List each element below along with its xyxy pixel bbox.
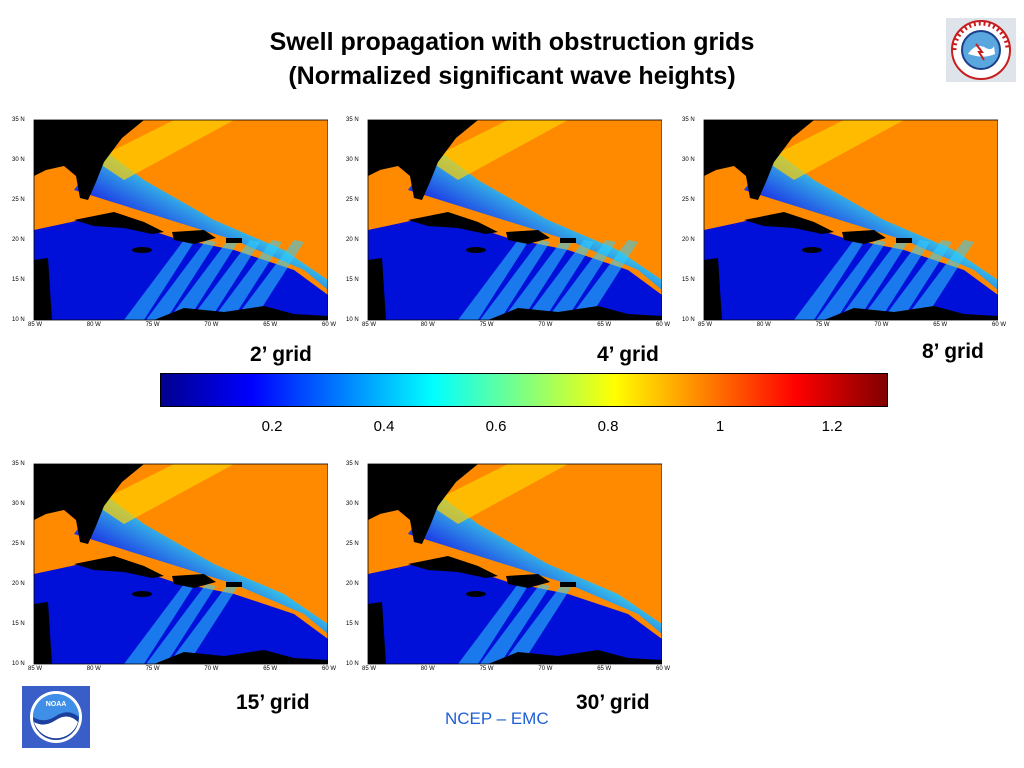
y-tick-label: 35 N: [12, 461, 25, 467]
map-panel-30min: 35 N 30 N 25 N 20 N 15 N 10 N 85 W 80 W 75 W 70 W…: [344, 460, 670, 674]
colorbar-label-0-6: 0.6: [485, 418, 507, 435]
y-tick-label: 25 N: [682, 197, 695, 203]
caption-4min-grid: 4’ grid: [597, 343, 659, 366]
nws-logo: [946, 18, 1016, 82]
x-tick-label: 60 W: [322, 666, 337, 672]
y-tick-label: 20 N: [346, 581, 359, 587]
x-tick-label: 85 W: [362, 322, 377, 328]
page-title-line-1: Swell propagation with obstruction grids: [269, 28, 755, 56]
y-tick-label: 15 N: [346, 277, 359, 283]
x-tick-label: 85 W: [698, 322, 713, 328]
caption-15min-grid: 15’ grid: [236, 691, 310, 714]
x-tick-label: 75 W: [145, 322, 160, 328]
y-tick-label: 20 N: [682, 237, 695, 243]
y-tick-label: 35 N: [12, 117, 25, 123]
caption-30min-grid: 30’ grid: [576, 691, 650, 714]
x-tick-label: 60 W: [656, 322, 671, 328]
noaa-logo: NOAA: [22, 686, 90, 748]
y-tick-label: 15 N: [682, 277, 695, 283]
x-tick-label: 65 W: [933, 322, 948, 328]
caption-8min-grid: 8’ grid: [922, 340, 984, 363]
noaa-logo-text: NOAA: [46, 701, 67, 708]
map-panel-8min: 35 N 30 N 25 N 20 N 15 N 10 N 85 W 80 W 75 W 70 W…: [680, 116, 1006, 330]
y-tick-label: 15 N: [12, 621, 25, 627]
footer-ncep-emc: NCEP – EMC: [445, 709, 549, 728]
y-tick-label: 15 N: [12, 277, 25, 283]
y-tick-label: 10 N: [346, 317, 359, 323]
y-tick-label: 35 N: [682, 117, 695, 123]
y-tick-label: 10 N: [12, 317, 25, 323]
map-svg: [33, 119, 328, 321]
map-panel-15min: 35 N 30 N 25 N 20 N 15 N 10 N 85 W 80 W 75 W 70 W…: [10, 460, 336, 674]
page-title-line-2: (Normalized significant wave heights): [288, 62, 736, 90]
x-tick-label: 70 W: [538, 322, 553, 328]
map-panel-2min: 35 N 30 N 25 N 20 N 15 N 10 N 85 W 80 W 75 W 70 W…: [10, 116, 336, 330]
x-tick-label: 85 W: [28, 666, 43, 672]
y-tick-label: 15 N: [346, 621, 359, 627]
y-tick-label: 30 N: [346, 157, 359, 163]
y-tick-label: 25 N: [346, 541, 359, 547]
x-tick-label: 65 W: [263, 322, 278, 328]
colorbar-label-0-4: 0.4: [373, 418, 395, 435]
x-tick-label: 85 W: [28, 322, 43, 328]
x-tick-label: 60 W: [322, 322, 337, 328]
colorbar-label-1-2: 1.2: [821, 418, 843, 435]
x-tick-label: 75 W: [479, 666, 494, 672]
x-tick-label: 80 W: [420, 666, 435, 672]
x-tick-label: 75 W: [815, 322, 830, 328]
colorbar: [160, 373, 888, 407]
x-tick-label: 70 W: [874, 322, 889, 328]
x-tick-label: 70 W: [204, 666, 219, 672]
y-tick-label: 30 N: [12, 157, 25, 163]
x-tick-label: 65 W: [597, 666, 612, 672]
x-tick-label: 70 W: [204, 322, 219, 328]
x-tick-label: 80 W: [420, 322, 435, 328]
y-tick-label: 35 N: [346, 461, 359, 467]
y-tick-label: 20 N: [346, 237, 359, 243]
map-svg: [33, 463, 328, 665]
map-svg: [367, 119, 662, 321]
map-svg: [703, 119, 998, 321]
x-tick-label: 75 W: [479, 322, 494, 328]
y-tick-label: 25 N: [346, 197, 359, 203]
x-tick-label: 85 W: [362, 666, 377, 672]
colorbar-label-0-2: 0.2: [261, 418, 283, 435]
y-tick-label: 30 N: [682, 157, 695, 163]
y-tick-label: 25 N: [12, 541, 25, 547]
x-tick-label: 60 W: [656, 666, 671, 672]
colorbar-label-0-8: 0.8: [597, 418, 619, 435]
y-tick-label: 10 N: [12, 661, 25, 667]
y-tick-label: 30 N: [346, 501, 359, 507]
x-tick-label: 80 W: [86, 322, 101, 328]
x-tick-label: 60 W: [992, 322, 1007, 328]
x-tick-label: 80 W: [86, 666, 101, 672]
map-panel-4min: 35 N 30 N 25 N 20 N 15 N 10 N 85 W 80 W 75 W 70 W…: [344, 116, 670, 330]
caption-2min-grid: 2’ grid: [250, 343, 312, 366]
colorbar-label-1: 1: [715, 418, 725, 435]
x-tick-label: 75 W: [145, 666, 160, 672]
y-tick-label: 20 N: [12, 237, 25, 243]
y-tick-label: 20 N: [12, 581, 25, 587]
x-tick-label: 70 W: [538, 666, 553, 672]
x-tick-label: 65 W: [263, 666, 278, 672]
x-tick-label: 65 W: [597, 322, 612, 328]
y-tick-label: 10 N: [682, 317, 695, 323]
y-tick-label: 35 N: [346, 117, 359, 123]
y-tick-label: 10 N: [346, 661, 359, 667]
map-svg: [367, 463, 662, 665]
x-tick-label: 80 W: [756, 322, 771, 328]
y-tick-label: 25 N: [12, 197, 25, 203]
y-tick-label: 30 N: [12, 501, 25, 507]
